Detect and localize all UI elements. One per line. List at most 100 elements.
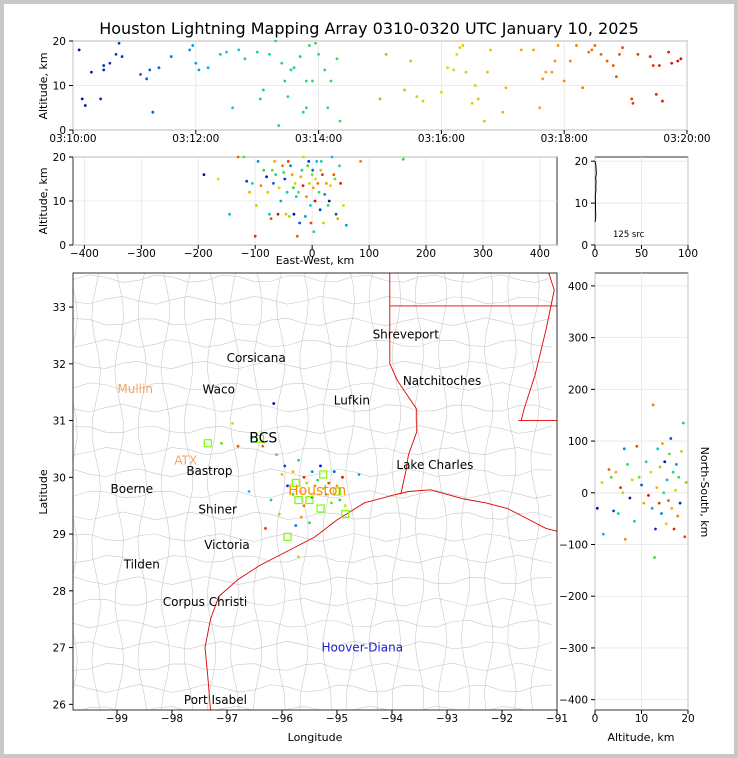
- source-point: [254, 204, 258, 207]
- x-tick-label: −97: [216, 713, 238, 725]
- y-tick-label: 26: [53, 699, 67, 711]
- lma-station-marker: [294, 495, 303, 505]
- source-point: [298, 221, 302, 225]
- source-point: [148, 68, 152, 72]
- source-point: [338, 119, 342, 123]
- city-label: Bastrop: [186, 464, 232, 478]
- source-point: [519, 48, 523, 52]
- source-point: [276, 212, 280, 216]
- source-point: [297, 190, 300, 194]
- y-tick-label: 30: [53, 472, 66, 484]
- source-point: [611, 64, 615, 67]
- source-point: [667, 499, 670, 502]
- source-point: [658, 465, 662, 469]
- source-point: [676, 59, 680, 63]
- source-point: [343, 504, 347, 508]
- source-point: [384, 52, 388, 56]
- source-point: [298, 55, 302, 58]
- source-point: [259, 184, 263, 188]
- county-line: [73, 662, 552, 672]
- source-point: [292, 212, 296, 216]
- x-tick-label: 100: [359, 248, 379, 260]
- source-point: [607, 468, 611, 471]
- source-point: [323, 193, 327, 196]
- source-point: [329, 79, 333, 83]
- east-west-xlabel: East-West, km: [276, 254, 354, 267]
- source-point: [206, 66, 210, 70]
- county-line: [253, 273, 263, 710]
- source-point: [334, 212, 338, 216]
- county-line: [391, 273, 402, 710]
- source-point: [301, 184, 305, 188]
- county-line: [414, 273, 425, 710]
- source-point: [550, 70, 554, 74]
- source-point: [684, 481, 688, 484]
- source-point: [446, 66, 449, 70]
- source-point: [338, 498, 342, 502]
- source-point: [243, 57, 247, 61]
- source-point: [108, 61, 112, 65]
- y-tick-label: 0: [59, 125, 66, 137]
- time-height-panel: 03:10:00 03:12:00 03:14:00 03:16:00 03:18:00…: [37, 36, 711, 145]
- source-point: [664, 522, 668, 526]
- source-point: [464, 70, 468, 74]
- source-point: [307, 160, 311, 163]
- county-line: [160, 273, 171, 710]
- source-point: [649, 470, 653, 474]
- source-point: [265, 175, 268, 179]
- source-point: [336, 217, 340, 221]
- source-point: [335, 484, 339, 488]
- source-point: [289, 164, 292, 168]
- y-tick-label: 200: [568, 384, 588, 396]
- city-label: BCS: [249, 431, 277, 447]
- source-point: [299, 175, 303, 179]
- y-tick-label: 20: [575, 156, 588, 168]
- x-tick-label: 20: [681, 713, 694, 725]
- source-point: [653, 556, 656, 559]
- y-tick-label: 100: [568, 436, 588, 448]
- source-point: [642, 501, 646, 505]
- city-label: Houston: [288, 483, 346, 499]
- y-tick-label: 32: [53, 359, 66, 371]
- y-tick-label: 0: [581, 240, 588, 252]
- x-tick-label: −100: [241, 248, 270, 260]
- source-point: [269, 217, 273, 221]
- source-point: [538, 106, 542, 110]
- source-point: [626, 462, 629, 466]
- source-point: [280, 473, 284, 476]
- county-line: [73, 286, 78, 692]
- source-point: [609, 475, 613, 479]
- city-label: Port Isabel: [184, 693, 247, 707]
- county-line: [73, 274, 552, 283]
- source-point: [218, 52, 222, 56]
- source-point: [139, 72, 142, 76]
- map-layers: Shreveport Corsicana Mullin Waco Natchitoche…: [73, 273, 557, 710]
- source-point: [305, 481, 309, 485]
- source-point: [323, 68, 327, 72]
- source-point: [470, 101, 474, 105]
- source-point: [274, 173, 278, 177]
- source-point: [605, 59, 609, 63]
- source-point: [665, 478, 669, 482]
- county-line: [73, 533, 552, 542]
- y-tick-label: 28: [53, 586, 66, 598]
- north-south-xlabel: Altitude, km: [607, 731, 674, 744]
- source-point: [236, 444, 240, 448]
- city-label: ATX: [174, 453, 197, 467]
- source-point: [669, 437, 673, 440]
- source-point: [295, 234, 299, 238]
- y-tick-label: 10: [53, 81, 66, 93]
- source-point: [247, 490, 251, 493]
- source-point: [310, 173, 314, 177]
- x-tick-label: 50: [635, 248, 648, 260]
- source-point: [661, 442, 664, 446]
- source-point: [341, 475, 344, 479]
- source-point: [304, 106, 308, 110]
- city-label: Victoria: [204, 538, 250, 552]
- y-tick-label: 29: [53, 529, 66, 541]
- source-point: [231, 106, 235, 110]
- city-label: Tilden: [123, 558, 160, 572]
- x-tick-label: 03:12:00: [172, 133, 219, 145]
- source-point: [289, 68, 293, 72]
- source-point: [581, 86, 585, 90]
